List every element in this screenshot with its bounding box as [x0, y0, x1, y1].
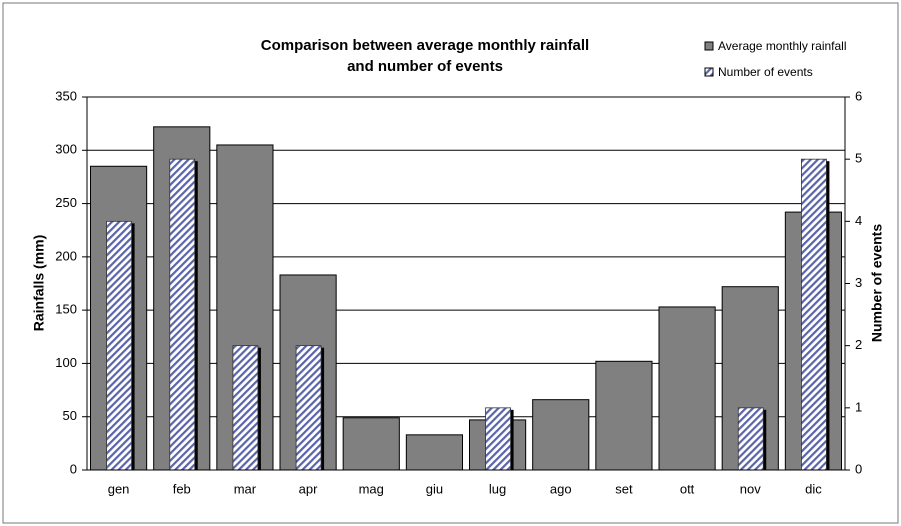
bar	[342, 417, 400, 471]
bar	[485, 407, 511, 471]
y2-tick-label: 0	[855, 461, 862, 476]
y-tick-label: 50	[63, 408, 77, 423]
y-tick-label: 200	[55, 248, 77, 263]
y-tick-label: 0	[70, 461, 77, 476]
y2-tick-label: 1	[855, 399, 862, 414]
x-tick-label: ago	[550, 481, 572, 496]
bar	[106, 220, 132, 471]
y-tick-label: 150	[55, 302, 77, 317]
x-tick-label: dic	[805, 481, 822, 496]
legend-swatch	[704, 67, 714, 77]
x-tick-label: nov	[740, 481, 761, 496]
y2-tick-label: 2	[855, 337, 862, 352]
y-tick-label: 100	[55, 355, 77, 370]
bar	[532, 399, 590, 471]
y-tick-label: 250	[55, 195, 77, 210]
y-axis-title: Rainfalls (mm)	[31, 235, 47, 331]
legend-swatch	[704, 41, 714, 51]
x-tick-label: mar	[234, 481, 257, 496]
y2-tick-label: 6	[855, 88, 862, 103]
bar	[658, 306, 716, 471]
y-tick-label: 300	[55, 142, 77, 157]
x-tick-label: ott	[680, 481, 695, 496]
x-tick-label: feb	[173, 481, 191, 496]
chart-title: Comparison between average monthly rainf…	[261, 37, 589, 54]
x-tick-label: lug	[489, 481, 506, 496]
bar	[232, 345, 259, 471]
y2-tick-label: 5	[855, 151, 862, 166]
legend-label: Average monthly rainfall	[718, 39, 847, 53]
y2-tick-label: 3	[855, 275, 862, 290]
bar	[169, 158, 196, 471]
x-tick-label: apr	[299, 481, 318, 496]
x-tick-label: set	[615, 481, 633, 496]
x-tick-label: mag	[359, 481, 384, 496]
legend-label: Number of events	[718, 65, 813, 79]
bar	[801, 158, 827, 471]
bar	[595, 360, 653, 471]
y2-axis-title: Number of events	[869, 224, 885, 342]
y-tick-label: 350	[55, 88, 77, 103]
x-tick-label: giu	[426, 481, 443, 496]
bar	[405, 434, 464, 471]
y2-tick-label: 4	[855, 213, 862, 228]
chart-title: and number of events	[347, 58, 503, 75]
x-tick-label: gen	[108, 481, 130, 496]
bar	[295, 345, 322, 471]
bar	[737, 407, 764, 471]
